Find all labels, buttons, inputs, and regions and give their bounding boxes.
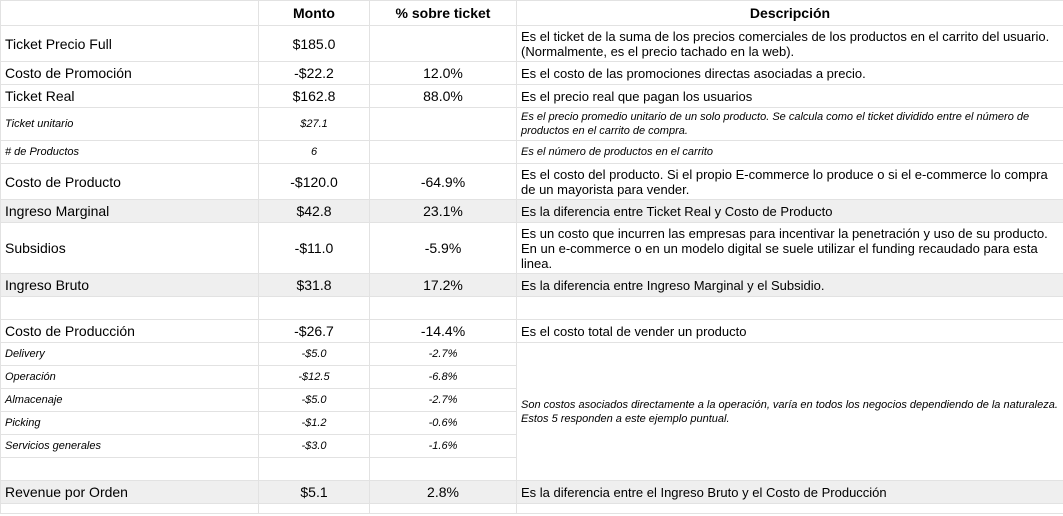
row-num-productos: # de Productos 6 Es el número de product… — [0, 140, 1063, 164]
cell-label[interactable]: Ingreso Marginal — [0, 199, 259, 223]
cell-label[interactable]: Ticket Precio Full — [0, 25, 259, 62]
row-operacion: Operación -$12.5 -6.8% — [0, 365, 1063, 389]
cell-label[interactable]: Ingreso Bruto — [0, 273, 259, 297]
row-costo-promocion: Costo de Promoción -$22.2 12.0% Es el co… — [0, 61, 1063, 85]
cell-pct[interactable]: -5.9% — [369, 222, 517, 274]
cell-pct[interactable]: -6.8% — [369, 365, 517, 389]
cell-descripcion-costos-operacion[interactable]: Son costos asociados directamente a la o… — [516, 342, 1063, 481]
cell-monto[interactable]: -$22.2 — [258, 61, 370, 85]
cell-label[interactable]: Costo de Producto — [0, 163, 259, 200]
row-servicios-generales: Servicios generales -$3.0 -1.6% — [0, 434, 1063, 458]
empty-cell[interactable] — [369, 296, 517, 320]
header-cell-monto[interactable]: Monto — [258, 0, 370, 26]
empty-cell[interactable] — [0, 503, 259, 514]
row-revenue-por-orden: Revenue por Orden $5.1 2.8% Es la difere… — [0, 480, 1063, 504]
cell-label[interactable]: Revenue por Orden — [0, 480, 259, 504]
cell-descripcion[interactable]: Es la diferencia entre Ticket Real y Cos… — [516, 199, 1063, 223]
cell-descripcion[interactable]: Es el precio real que pagan los usuarios — [516, 84, 1063, 108]
cell-pct[interactable] — [369, 107, 517, 141]
cell-descripcion[interactable]: Es la diferencia entre Ingreso Marginal … — [516, 273, 1063, 297]
cell-descripcion[interactable]: Es el costo de las promociones directas … — [516, 61, 1063, 85]
header-cell-descripcion[interactable]: Descripción — [516, 0, 1063, 26]
empty-cell[interactable] — [0, 296, 259, 320]
cell-monto[interactable]: -$5.0 — [258, 388, 370, 412]
row-costo-producto: Costo de Producto -$120.0 -64.9% Es el c… — [0, 163, 1063, 200]
empty-cell[interactable] — [516, 503, 1063, 514]
row-ingreso-bruto: Ingreso Bruto $31.8 17.2% Es la diferenc… — [0, 273, 1063, 297]
cell-monto[interactable]: -$1.2 — [258, 411, 370, 435]
cell-descripcion[interactable]: Es la diferencia entre el Ingreso Bruto … — [516, 480, 1063, 504]
cell-pct[interactable]: 23.1% — [369, 199, 517, 223]
row-almacenaje: Almacenaje -$5.0 -2.7% — [0, 388, 1063, 412]
empty-cell[interactable] — [258, 296, 370, 320]
header-cell-pct[interactable]: % sobre ticket — [369, 0, 517, 26]
row-costo-produccion: Costo de Producción -$26.7 -14.4% Es el … — [0, 319, 1063, 343]
cell-label[interactable]: Costo de Promoción — [0, 61, 259, 85]
cell-monto[interactable]: $185.0 — [258, 25, 370, 62]
row-picking: Picking -$1.2 -0.6% — [0, 411, 1063, 435]
cell-pct[interactable]: -1.6% — [369, 434, 517, 458]
empty-cell[interactable] — [369, 457, 517, 481]
cell-monto[interactable]: $27.1 — [258, 107, 370, 141]
row-ingreso-marginal: Ingreso Marginal $42.8 23.1% Es la difer… — [0, 199, 1063, 223]
cell-label[interactable]: Costo de Producción — [0, 319, 259, 343]
cell-monto[interactable]: $162.8 — [258, 84, 370, 108]
row-ticket-unitario: Ticket unitario $27.1 Es el precio prome… — [0, 107, 1063, 141]
cell-descripcion[interactable]: Es el ticket de la suma de los precios c… — [516, 25, 1063, 62]
empty-row — [0, 503, 1063, 514]
empty-cell[interactable] — [0, 457, 259, 481]
cell-label[interactable]: Picking — [0, 411, 259, 435]
row-delivery: Delivery -$5.0 -2.7% Son costos asociado… — [0, 342, 1063, 481]
cell-descripcion[interactable]: Es el costo del producto. Si el propio E… — [516, 163, 1063, 200]
cell-pct[interactable]: -14.4% — [369, 319, 517, 343]
cell-descripcion[interactable]: Es el número de productos en el carrito — [516, 140, 1063, 164]
cell-pct[interactable] — [369, 25, 517, 62]
cell-pct[interactable]: 88.0% — [369, 84, 517, 108]
empty-cell[interactable] — [516, 296, 1063, 320]
cell-label[interactable]: Subsidios — [0, 222, 259, 274]
cell-monto[interactable]: -$120.0 — [258, 163, 370, 200]
cell-pct[interactable]: -2.7% — [369, 342, 517, 366]
row-ticket-real: Ticket Real $162.8 88.0% Es el precio re… — [0, 84, 1063, 108]
cell-descripcion[interactable]: Es el precio promedio unitario de un sol… — [516, 107, 1063, 141]
cell-label[interactable]: Almacenaje — [0, 388, 259, 412]
cell-monto[interactable]: $42.8 — [258, 199, 370, 223]
cell-pct[interactable] — [369, 140, 517, 164]
header-cell-label[interactable] — [0, 0, 259, 26]
cell-pct[interactable]: 12.0% — [369, 61, 517, 85]
row-subsidios: Subsidios -$11.0 -5.9% Es un costo que i… — [0, 222, 1063, 274]
empty-row — [0, 296, 1063, 320]
cell-pct[interactable]: 17.2% — [369, 273, 517, 297]
cell-monto[interactable]: -$5.0 — [258, 342, 370, 366]
cell-monto[interactable]: -$12.5 — [258, 365, 370, 389]
cell-monto[interactable]: $31.8 — [258, 273, 370, 297]
cell-label[interactable]: Ticket unitario — [0, 107, 259, 141]
cell-label[interactable]: Delivery — [0, 342, 259, 366]
header-row: Monto % sobre ticket Descripción — [0, 0, 1063, 26]
cell-monto[interactable]: -$3.0 — [258, 434, 370, 458]
cell-monto[interactable]: -$11.0 — [258, 222, 370, 274]
cell-label[interactable]: Ticket Real — [0, 84, 259, 108]
cell-pct[interactable]: -0.6% — [369, 411, 517, 435]
cell-monto[interactable]: 6 — [258, 140, 370, 164]
cell-label[interactable]: # de Productos — [0, 140, 259, 164]
row-ticket-precio-full: Ticket Precio Full $185.0 Es el ticket d… — [0, 25, 1063, 62]
cell-descripcion[interactable]: Es un costo que incurren las empresas pa… — [516, 222, 1063, 274]
empty-cell[interactable] — [258, 503, 370, 514]
cell-monto[interactable]: -$26.7 — [258, 319, 370, 343]
cell-pct[interactable]: 2.8% — [369, 480, 517, 504]
empty-cell[interactable] — [258, 457, 370, 481]
cell-label[interactable]: Servicios generales — [0, 434, 259, 458]
cell-descripcion[interactable]: Es el costo total de vender un producto — [516, 319, 1063, 343]
cell-monto[interactable]: $5.1 — [258, 480, 370, 504]
cell-pct[interactable]: -64.9% — [369, 163, 517, 200]
cell-pct[interactable]: -2.7% — [369, 388, 517, 412]
empty-cell[interactable] — [369, 503, 517, 514]
cell-label[interactable]: Operación — [0, 365, 259, 389]
